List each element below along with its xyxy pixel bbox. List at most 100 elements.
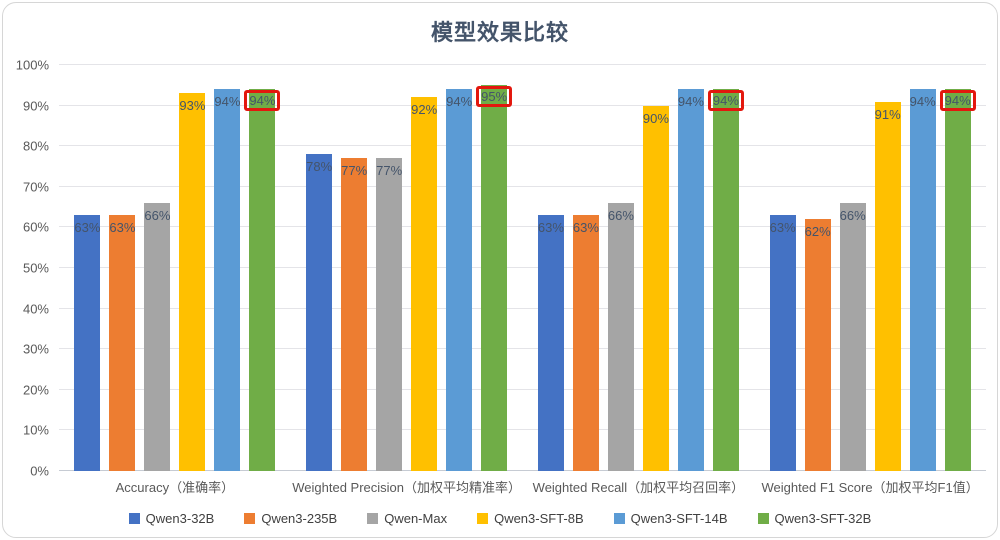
bar-value-label: 78%: [306, 159, 333, 175]
y-tick-label: 40%: [22, 301, 49, 317]
bar-qwen3-sft-8b: 91%: [874, 101, 901, 471]
bar-group: 63% 62% 66% 91% 94% 94%: [770, 89, 976, 471]
bar-value-label-highlighted: 94%: [244, 90, 281, 112]
bar-value-label: 77%: [341, 163, 368, 179]
bar-value-label: 66%: [839, 208, 866, 224]
y-tick-label: 100%: [15, 57, 49, 73]
bar-value-label: 66%: [607, 208, 634, 224]
bar-qwen-max: 66%: [144, 203, 170, 471]
legend-item-qwen3-32b: Qwen3-32B: [128, 511, 215, 526]
bar-value-label: 63%: [537, 220, 564, 236]
bar-qwen3-32b: 78%: [306, 154, 332, 471]
bar-qwen3-sft-14b: 94%: [910, 89, 936, 471]
legend-label: Qwen3-SFT-14B: [630, 511, 728, 526]
legend-label: Qwen3-SFT-32B: [774, 511, 872, 526]
y-tick-label: 60%: [22, 219, 49, 235]
gridline: [59, 104, 986, 106]
gridline: [59, 388, 986, 390]
gridline: [59, 64, 986, 65]
bar-value-label: 66%: [144, 208, 171, 224]
bar-qwen3-sft-32b: 94%: [707, 89, 744, 471]
bar-value-label: 77%: [376, 163, 403, 179]
bar-qwen-max: 66%: [608, 203, 634, 471]
bar-value-label: 63%: [109, 220, 136, 236]
bar-qwen3-sft-14b: 94%: [214, 89, 240, 471]
legend-swatch-icon: [477, 513, 489, 524]
legend-label: Qwen3-SFT-8B: [494, 511, 584, 526]
y-tick-label: 50%: [22, 260, 49, 276]
legend-swatch-icon: [244, 513, 256, 524]
bar-qwen3-sft-8b: 93%: [179, 93, 205, 471]
x-category-label: Accuracy（准确率）: [115, 480, 235, 495]
bar-value-label: 92%: [411, 102, 438, 118]
legend-swatch-icon: [613, 513, 625, 524]
legend: Qwen3-32B Qwen3-235B Qwen-Max Qwen3-SFT-8B Q…: [3, 511, 997, 526]
bar-qwen3-235b: 77%: [341, 158, 367, 471]
bar-value-label: 63%: [572, 220, 599, 236]
plot-area: 63% 63% 66% 93% 94% 94% 78% 77% 77% 92% 94% 95% 63% 6…: [59, 64, 986, 471]
bar-qwen3-32b: 63%: [770, 215, 796, 471]
y-tick-label: 70%: [22, 179, 49, 195]
bar-qwen3-235b: 63%: [109, 215, 135, 471]
bar-value-label: 94%: [909, 94, 936, 110]
bar-group: 78% 77% 77% 92% 94% 95%: [306, 85, 513, 471]
bar-qwen3-32b: 63%: [74, 215, 100, 471]
bar-qwen3-sft-14b: 94%: [446, 89, 472, 471]
y-tick-label: 0%: [30, 463, 49, 479]
bar-qwen3-235b: 63%: [573, 215, 599, 471]
bar-value-label: 91%: [874, 106, 901, 122]
gridline: [59, 470, 986, 471]
bar-qwen3-32b: 63%: [538, 215, 564, 471]
legend-swatch-icon: [128, 513, 140, 524]
gridline: [59, 226, 986, 228]
legend-label: Qwen3-235B: [261, 511, 338, 526]
bar-value-label: 90%: [642, 110, 669, 126]
gridline: [59, 145, 986, 147]
legend-item-qwen3-235b: Qwen3-235B: [244, 511, 337, 526]
y-tick-label: 80%: [22, 138, 49, 154]
chart-title: 模型效果比较: [430, 20, 569, 45]
gridline: [59, 307, 986, 309]
x-axis: Accuracy（准确率） Weighted Precision（加权平均精准率）…: [59, 477, 986, 496]
bar-qwen3-sft-32b: 94%: [244, 89, 281, 471]
bar-qwen3-sft-8b: 90%: [642, 105, 669, 471]
legend-swatch-icon: [757, 513, 769, 524]
legend-item-qwen3-sft-8b: Qwen3-SFT-8B: [477, 511, 584, 526]
bar-group: 63% 63% 66% 93% 94% 94%: [74, 89, 281, 471]
gridline: [59, 429, 986, 431]
bar-qwen-max: 66%: [840, 203, 866, 471]
bar-value-label: 63%: [769, 220, 796, 236]
bar-qwen3-235b: 62%: [805, 219, 831, 471]
bar-value-label: 94%: [446, 94, 473, 110]
bar-qwen3-sft-32b: 94%: [939, 89, 976, 471]
y-tick-label: 30%: [22, 341, 49, 357]
bar-qwen3-sft-32b: 95%: [476, 85, 513, 471]
legend-swatch-icon: [367, 513, 379, 524]
gridline: [59, 185, 986, 187]
bar-value-label: 94%: [677, 94, 704, 110]
gridline: [59, 348, 986, 350]
bar-value-label: 62%: [804, 224, 831, 240]
x-category-label: Weighted Precision（加权平均精准率）: [292, 480, 521, 495]
y-tick-label: 90%: [22, 98, 49, 114]
legend-item-qwen3-sft-14b: Qwen3-SFT-14B: [613, 511, 728, 526]
bar-qwen3-sft-14b: 94%: [678, 89, 704, 471]
gridline: [59, 267, 986, 268]
y-tick-label: 10%: [22, 422, 49, 438]
bar-value-label-highlighted: 94%: [939, 90, 976, 112]
bar-qwen3-sft-8b: 92%: [411, 97, 437, 471]
legend-label: Qwen3-32B: [145, 511, 215, 526]
bar-value-label-highlighted: 94%: [707, 90, 744, 112]
legend-label: Qwen-Max: [384, 511, 448, 526]
bar-group: 63% 63% 66% 90% 94% 94%: [538, 89, 744, 471]
y-axis: 0% 10% 20% 30% 40% 50% 60% 70% 80% 90% 100%: [3, 58, 51, 479]
y-tick-label: 20%: [22, 382, 49, 398]
bar-value-label: 94%: [214, 94, 241, 110]
x-category-label: Weighted Recall（加权平均召回率）: [532, 480, 745, 495]
legend-item-qwen3-sft-32b: Qwen3-SFT-32B: [757, 511, 872, 526]
bar-value-label: 63%: [74, 220, 101, 236]
bar-qwen-max: 77%: [376, 158, 402, 471]
bar-value-label-highlighted: 95%: [476, 86, 513, 108]
legend-item-qwen-max: Qwen-Max: [367, 511, 447, 526]
